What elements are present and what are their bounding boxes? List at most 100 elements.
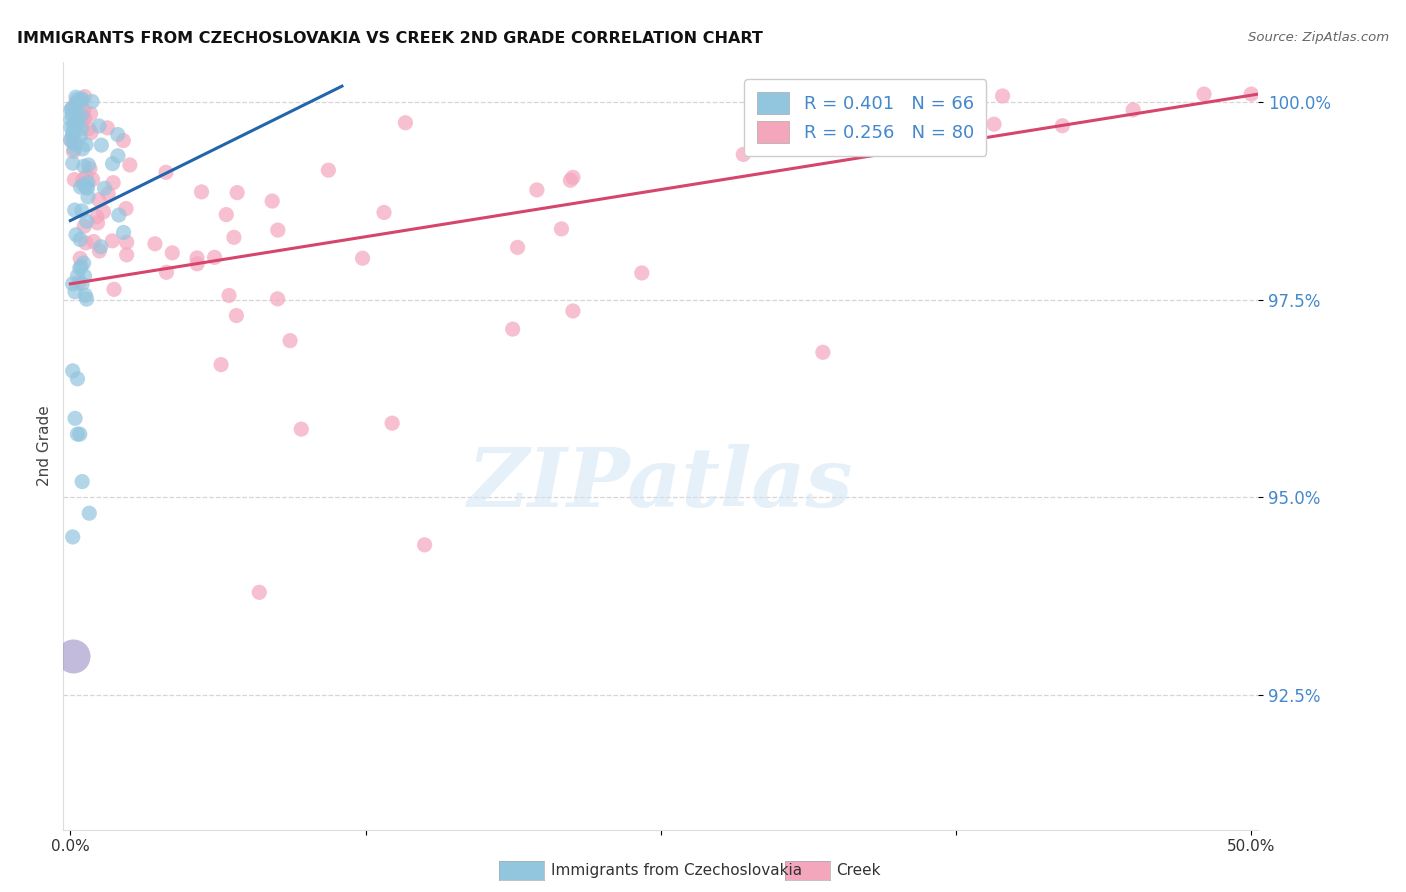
Point: [66, 268, 89, 283]
Point: [561, 304, 583, 318]
Point: [373, 205, 395, 219]
Point: [59, 103, 82, 117]
Point: [69, 180, 91, 194]
Point: [80, 95, 103, 109]
Point: [69, 233, 91, 247]
Point: [76, 181, 98, 195]
Point: [67, 276, 90, 290]
Point: [222, 230, 245, 244]
Point: [93, 205, 115, 219]
Point: [65, 120, 87, 134]
Point: [73, 89, 96, 103]
Point: [73, 178, 96, 192]
Text: Source: ZipAtlas.com: Source: ZipAtlas.com: [1249, 31, 1389, 45]
Point: [225, 309, 247, 323]
Point: [991, 89, 1014, 103]
Point: [413, 538, 436, 552]
Point: [63, 142, 86, 156]
Point: [90, 240, 112, 254]
Point: [76, 175, 98, 189]
Point: [162, 245, 184, 260]
Point: [209, 358, 232, 372]
Point: [226, 186, 249, 200]
Point: [62, 530, 84, 544]
Point: [65, 116, 87, 130]
Point: [66, 97, 89, 112]
Point: [101, 156, 124, 170]
Point: [70, 108, 93, 122]
Point: [983, 117, 1005, 131]
Point: [118, 158, 141, 172]
Point: [107, 149, 129, 163]
Point: [318, 163, 340, 178]
Point: [66, 372, 89, 386]
Point: [352, 251, 374, 265]
Point: [72, 256, 94, 270]
Point: [502, 322, 524, 336]
Point: [560, 173, 582, 187]
Point: [62, 277, 84, 291]
Point: [811, 127, 834, 141]
Point: [75, 137, 97, 152]
Point: [65, 90, 87, 104]
Point: [65, 107, 87, 121]
Point: [215, 208, 238, 222]
Point: [70, 277, 93, 291]
Point: [62, 127, 84, 141]
Point: [73, 103, 96, 117]
Point: [115, 235, 138, 250]
Point: [77, 506, 100, 520]
Point: [60, 108, 83, 122]
Point: [69, 261, 91, 276]
Point: [115, 248, 138, 262]
Text: Immigrants from Czechoslovakia: Immigrants from Czechoslovakia: [551, 863, 803, 878]
Point: [63, 203, 86, 218]
Point: [79, 161, 101, 176]
Point: [186, 257, 208, 271]
Point: [115, 202, 138, 216]
Point: [69, 129, 91, 144]
Point: [70, 92, 93, 106]
Point: [112, 226, 135, 240]
Point: [70, 203, 93, 218]
Point: [267, 223, 290, 237]
Point: [218, 288, 240, 302]
Point: [86, 216, 108, 230]
Point: [526, 183, 548, 197]
Point: [63, 172, 86, 186]
Point: [76, 214, 98, 228]
Point: [70, 121, 93, 136]
Point: [76, 292, 98, 306]
Point: [69, 427, 91, 442]
Point: [86, 210, 108, 224]
Point: [66, 93, 89, 107]
Point: [73, 111, 96, 125]
Point: [143, 236, 166, 251]
Point: [83, 235, 105, 249]
Point: [96, 120, 118, 135]
Point: [75, 288, 97, 302]
Text: Creek: Creek: [837, 863, 882, 878]
Y-axis label: 2nd Grade: 2nd Grade: [37, 406, 52, 486]
Point: [65, 227, 87, 242]
Point: [394, 116, 416, 130]
Point: [59, 120, 82, 135]
Point: [60, 102, 83, 116]
Point: [80, 126, 103, 140]
Point: [733, 147, 755, 161]
Point: [90, 138, 112, 153]
Point: [63, 285, 86, 299]
Text: ZIPatlas: ZIPatlas: [468, 444, 853, 524]
Point: [561, 170, 583, 185]
Point: [1052, 119, 1074, 133]
Point: [65, 96, 87, 111]
Point: [69, 252, 91, 266]
Point: [75, 169, 97, 184]
Point: [77, 158, 100, 172]
Point: [62, 364, 84, 378]
Point: [72, 173, 94, 187]
Point: [381, 416, 404, 430]
Point: [66, 114, 89, 128]
Text: IMMIGRANTS FROM CZECHOSLOVAKIA VS CREEK 2ND GRADE CORRELATION CHART: IMMIGRANTS FROM CZECHOSLOVAKIA VS CREEK …: [17, 31, 762, 46]
Point: [247, 585, 270, 599]
